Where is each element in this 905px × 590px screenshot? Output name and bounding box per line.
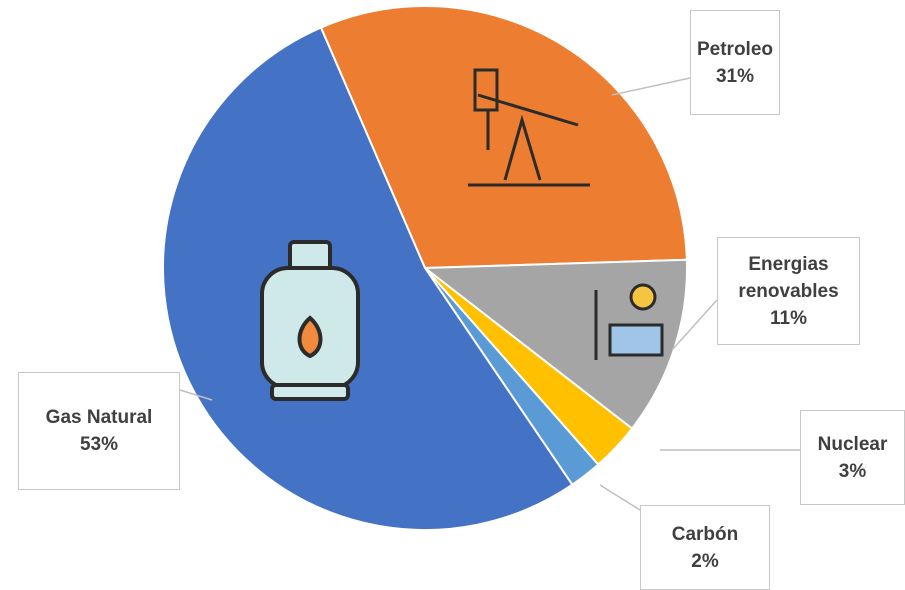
leader-line: [671, 299, 718, 351]
label-value: 2%: [691, 550, 719, 572]
data-label: Energias renovables 11%: [717, 237, 860, 345]
pie-slice: [319, 5, 688, 270]
pie: [162, 5, 688, 531]
label-name: Nuclear: [817, 433, 888, 455]
data-label: Carbón 2%: [640, 505, 770, 590]
label-value: 3%: [838, 460, 867, 482]
solar-icon: [594, 283, 664, 360]
label-name: Energias renovables: [738, 253, 839, 302]
label-name: Gas Natural: [45, 407, 153, 428]
label-value: 11%: [770, 307, 807, 329]
label-value: 53%: [79, 434, 119, 455]
leader-line: [179, 389, 213, 401]
label-name: Petroleo: [696, 38, 774, 60]
pumpjack-icon: [468, 68, 590, 187]
data-label: Nuclear 3%: [800, 410, 905, 505]
gas-cylinder-icon: [260, 240, 360, 401]
leader-line: [611, 77, 691, 96]
leader-line: [599, 484, 641, 511]
pie-slice: [422, 258, 688, 430]
data-label: Petroleo 31%: [690, 10, 780, 115]
label-value: 31%: [715, 65, 755, 87]
label-name: Carbón: [671, 523, 739, 545]
data-label: Gas Natural 53%: [18, 372, 180, 490]
